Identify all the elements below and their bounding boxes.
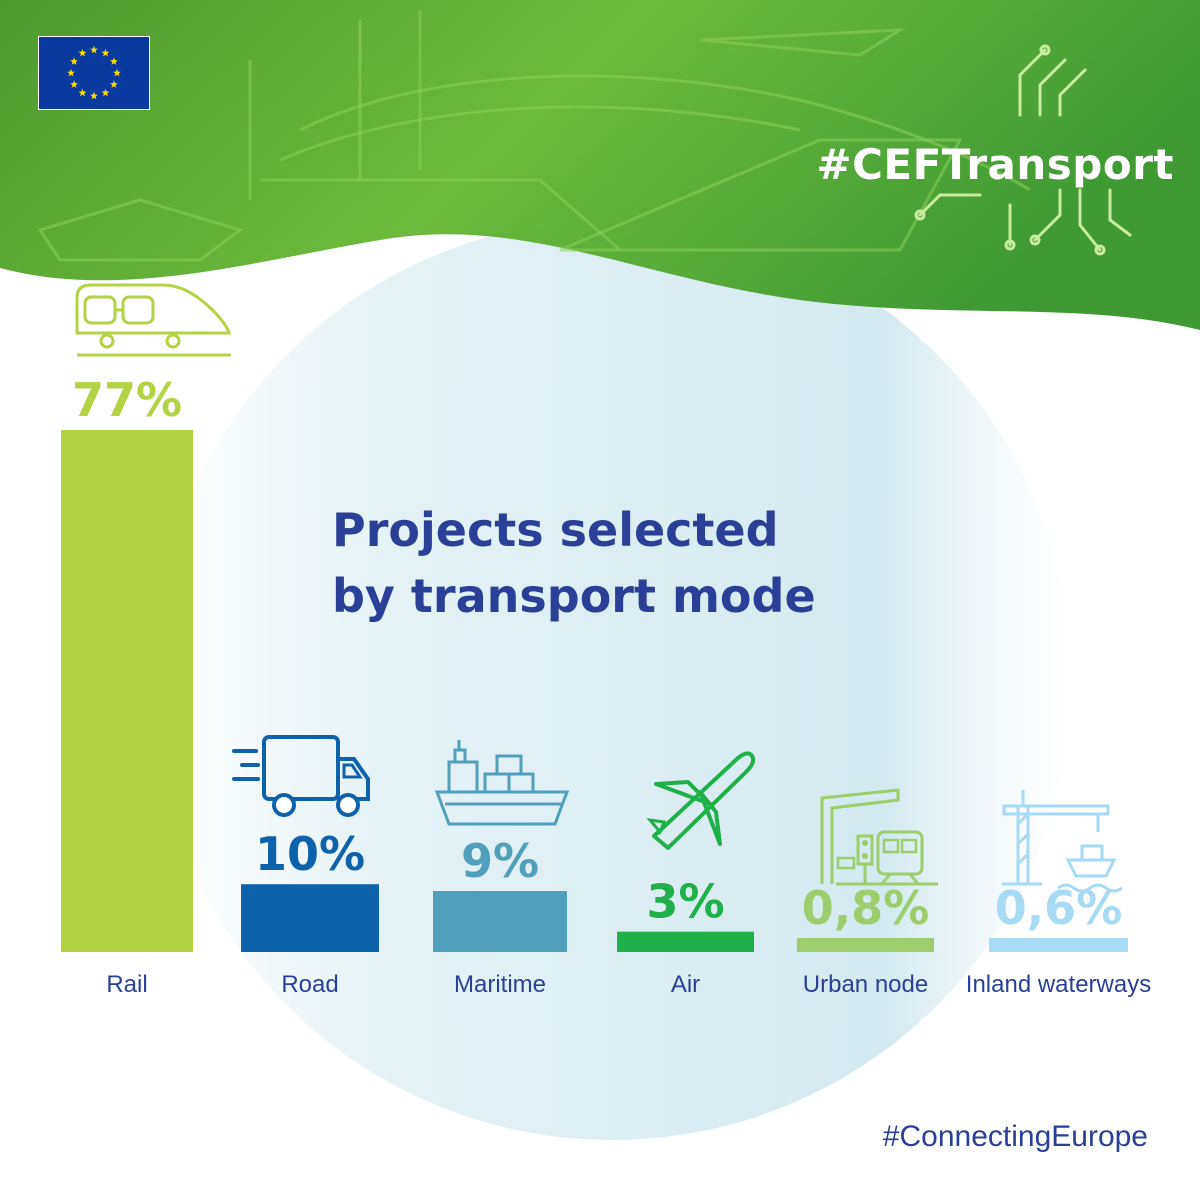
category-label: Maritime [454, 971, 546, 998]
eu-star [109, 57, 118, 65]
header-scene [37, 10, 1031, 262]
category-label: Rail [106, 971, 147, 998]
background-circle [152, 220, 1072, 1140]
truck-icon [232, 735, 370, 817]
category-label: Air [671, 971, 700, 998]
eu-star [109, 80, 118, 88]
value-label: 77% [72, 373, 182, 427]
ceftransport-hashtag: #CEFTransport [816, 140, 1174, 189]
eu-star [90, 91, 98, 100]
eu-star [67, 68, 75, 77]
chart-title-line-1: Projects selected [332, 503, 779, 557]
eu-star [101, 88, 110, 97]
category-label: Urban node [803, 971, 928, 998]
eu-star [78, 88, 87, 97]
eu-star [70, 80, 79, 88]
chart-title: Projects selected by transport mode [332, 497, 816, 629]
connectingeurope-hashtag: #ConnectingEurope [882, 1120, 1148, 1153]
bar-rail [61, 430, 193, 952]
airplane-icon [646, 751, 756, 850]
ship-icon [434, 740, 570, 826]
urban-node-icon [820, 788, 938, 886]
bar-urban-node [797, 938, 934, 952]
value-label: 3% [646, 875, 724, 929]
bar-road [241, 884, 379, 952]
chart-title-line-2: by transport mode [332, 569, 816, 623]
category-label: Inland waterways [966, 971, 1151, 998]
eu-flag-logo [38, 36, 150, 110]
value-label: 9% [461, 834, 539, 888]
circuit-decoration [914, 44, 1132, 256]
value-label: 10% [255, 827, 365, 881]
eu-star [113, 68, 121, 77]
value-label: 0,8% [802, 881, 930, 935]
eu-star [90, 45, 98, 54]
inland-waterways-icon [1002, 790, 1123, 893]
bar-maritime [433, 891, 567, 952]
train-icon [75, 283, 232, 357]
value-label: 0,6% [995, 881, 1123, 935]
eu-star [101, 48, 110, 57]
eu-star [78, 48, 87, 57]
category-label: Road [281, 971, 338, 998]
bar-inland-waterways [989, 938, 1128, 952]
eu-star [70, 57, 79, 65]
bar-air [617, 931, 754, 952]
